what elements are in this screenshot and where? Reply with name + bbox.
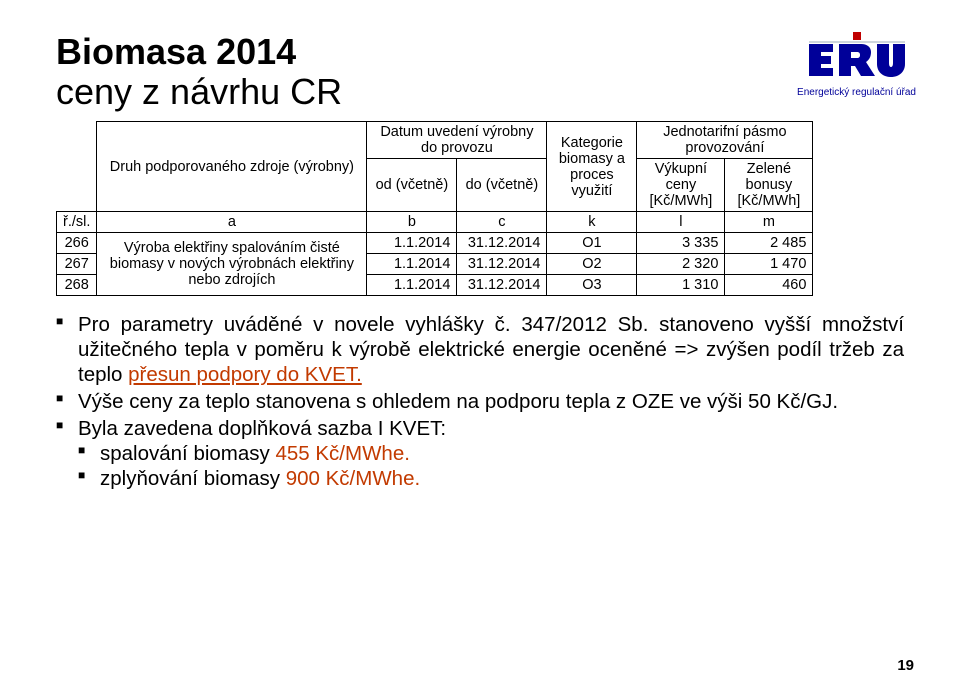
bullet-text: Byla zavedena doplňková sazba I KVET:: [78, 417, 446, 440]
col-header-kategorie: Kategorie biomasy a proces využití: [547, 122, 637, 212]
table-row: 266 Výroba elektřiny spalováním čisté bi…: [57, 233, 813, 254]
cell-kat: O2: [547, 254, 637, 275]
zdroj-text: Výroba elektřiny spalováním čisté biomas…: [97, 233, 367, 296]
row-number: 266: [57, 233, 97, 254]
cell-kat: O3: [547, 275, 637, 296]
bullet-block: Pro parametry uváděné v novele vyhlášky …: [56, 312, 904, 491]
bullet-item: Byla zavedena doplňková sazba I KVET: sp…: [56, 416, 904, 491]
page-title-line2: ceny z návrhu CR: [56, 72, 904, 112]
col-header-bonus: Zelené bonusy [Kč/MWh]: [725, 159, 813, 212]
bullet-link-text: přesun podpory do KVET.: [128, 363, 362, 386]
eru-logo-svg: [809, 30, 905, 80]
sub-bullet-item: spalování biomasy 455 Kč/MWhe.: [78, 441, 904, 466]
cell-bonus: 2 485: [725, 233, 813, 254]
pricing-table: Druh podporovaného zdroje (výrobny) Datu…: [56, 121, 813, 296]
col-header-vykupni: Výkupní ceny [Kč/MWh]: [637, 159, 725, 212]
cell-do: 31.12.2014: [457, 275, 547, 296]
row-number: 268: [57, 275, 97, 296]
bullet-item: Pro parametry uváděné v novele vyhlášky …: [56, 312, 904, 387]
sub-bullet-value: 455 Kč/MWhe.: [275, 442, 409, 465]
col-header-do: do (včetně): [457, 159, 547, 212]
cell-cena: 2 320: [637, 254, 725, 275]
cell-kat: O1: [547, 233, 637, 254]
sub-bullet-text: spalování biomasy: [100, 442, 275, 465]
cell-bonus: 1 470: [725, 254, 813, 275]
row-number: 267: [57, 254, 97, 275]
cell-od: 1.1.2014: [367, 275, 457, 296]
sub-bullet-item: zplyňování biomasy 900 Kč/MWhe.: [78, 466, 904, 491]
eru-logo: Energetický regulační úřad: [797, 30, 916, 98]
col-header-datum: Datum uvedení výrobny do provozu: [367, 122, 547, 159]
cell-do: 31.12.2014: [457, 254, 547, 275]
header-blank: [57, 122, 97, 212]
label-c: c: [457, 212, 547, 233]
sub-bullet-value: 900 Kč/MWhe.: [286, 467, 420, 490]
label-a: a: [97, 212, 367, 233]
cell-od: 1.1.2014: [367, 233, 457, 254]
label-r: ř./sl.: [57, 212, 97, 233]
sub-bullet-text: zplyňování biomasy: [100, 467, 286, 490]
label-m: m: [725, 212, 813, 233]
cell-cena: 3 335: [637, 233, 725, 254]
page-title-line1: Biomasa 2014: [56, 32, 904, 72]
cell-od: 1.1.2014: [367, 254, 457, 275]
col-header-pasmo: Jednotarifní pásmo provozování: [637, 122, 813, 159]
logo-caption: Energetický regulační úřad: [797, 87, 916, 98]
bullet-item: Výše ceny za teplo stanovena s ohledem n…: [56, 389, 904, 414]
bullet-text: Výše ceny za teplo stanovena s ohledem n…: [78, 390, 838, 413]
cell-bonus: 460: [725, 275, 813, 296]
page-number: 19: [897, 657, 914, 674]
label-l: l: [637, 212, 725, 233]
cell-cena: 1 310: [637, 275, 725, 296]
label-b: b: [367, 212, 457, 233]
cell-do: 31.12.2014: [457, 233, 547, 254]
col-header-zdroj: Druh podporovaného zdroje (výrobny): [97, 122, 367, 212]
label-k: k: [547, 212, 637, 233]
col-header-od: od (včetně): [367, 159, 457, 212]
